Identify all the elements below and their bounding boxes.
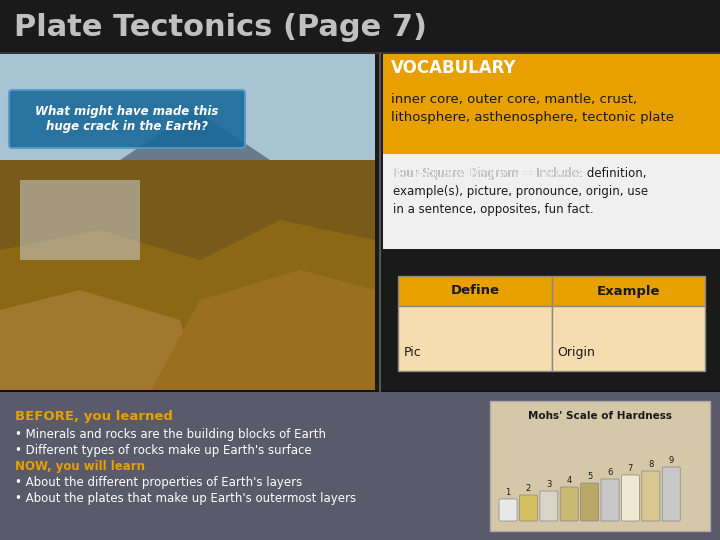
Text: 1: 1 [505,488,510,497]
Text: in a sentence, opposites, fun fact.: in a sentence, opposites, fun fact. [393,204,593,217]
Text: Pic: Pic [404,346,422,359]
Text: Define: Define [450,285,499,298]
FancyBboxPatch shape [9,90,245,148]
FancyBboxPatch shape [0,54,375,160]
Text: Plate Tectonics (Page 7): Plate Tectonics (Page 7) [14,12,427,42]
Text: • Different types of rocks make up Earth's surface: • Different types of rocks make up Earth… [15,444,312,457]
FancyBboxPatch shape [540,491,558,521]
Text: Four-Square Diagram = Include:: Four-Square Diagram = Include: [393,167,587,180]
FancyBboxPatch shape [560,487,578,521]
FancyBboxPatch shape [642,471,660,521]
Text: What might have made this
huge crack in the Earth?: What might have made this huge crack in … [35,105,219,133]
Text: 5: 5 [587,472,593,481]
Polygon shape [150,270,375,392]
Text: 3: 3 [546,480,552,489]
Text: • Minerals and rocks are the building blocks of Earth: • Minerals and rocks are the building bl… [15,428,326,441]
Polygon shape [0,290,200,392]
Text: 9: 9 [669,456,674,465]
Text: 4: 4 [567,476,572,485]
FancyBboxPatch shape [662,467,680,521]
FancyBboxPatch shape [621,475,639,521]
FancyBboxPatch shape [580,483,598,521]
FancyBboxPatch shape [552,276,705,306]
Text: Four-Square Diagram = Include: definition,: Four-Square Diagram = Include: definitio… [393,167,647,180]
Text: • About the different properties of Earth's layers: • About the different properties of Eart… [15,476,302,489]
Text: 2: 2 [526,484,531,493]
FancyBboxPatch shape [398,276,552,306]
Text: 6: 6 [608,468,613,477]
FancyBboxPatch shape [398,306,552,371]
FancyBboxPatch shape [490,401,710,531]
FancyBboxPatch shape [499,499,517,521]
Text: Example: Example [596,285,660,298]
Text: example(s), picture, pronounce, origin, use: example(s), picture, pronounce, origin, … [393,186,648,199]
Polygon shape [120,110,270,160]
FancyBboxPatch shape [0,390,720,392]
FancyBboxPatch shape [0,0,720,54]
Polygon shape [0,220,375,392]
Text: 7: 7 [628,464,633,473]
FancyBboxPatch shape [601,479,619,521]
Text: Origin: Origin [557,346,595,359]
FancyBboxPatch shape [0,52,720,54]
FancyBboxPatch shape [0,392,720,540]
Text: VOCABULARY: VOCABULARY [391,59,517,77]
FancyBboxPatch shape [0,54,375,392]
FancyBboxPatch shape [519,495,537,521]
Text: NOW, you will learn: NOW, you will learn [15,460,145,473]
Text: 8: 8 [648,460,654,469]
FancyBboxPatch shape [552,306,705,371]
Text: • About the plates that make up Earth's outermost layers: • About the plates that make up Earth's … [15,492,356,505]
Polygon shape [0,160,375,260]
Text: BEFORE, you learned: BEFORE, you learned [15,410,173,423]
FancyBboxPatch shape [20,180,140,260]
FancyBboxPatch shape [383,154,720,249]
Text: Mohs' Scale of Hardness: Mohs' Scale of Hardness [528,411,672,421]
Text: inner core, outer core, mantle, crust,
lithosphere, asthenosphere, tectonic plat: inner core, outer core, mantle, crust, l… [391,93,674,125]
FancyBboxPatch shape [383,54,720,154]
Text: Crust: Crust [518,251,585,271]
